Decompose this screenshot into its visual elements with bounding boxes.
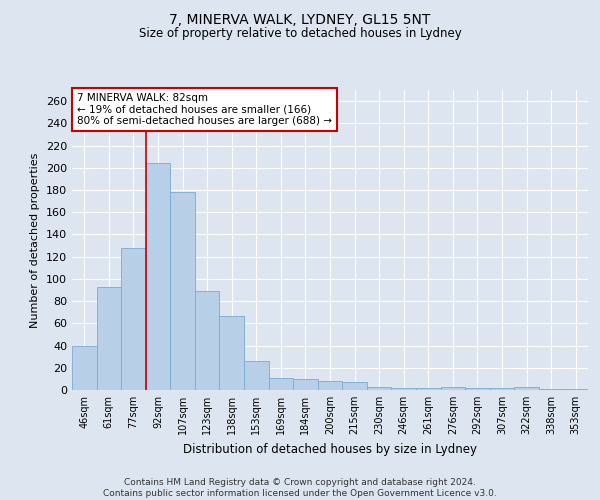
- Text: Size of property relative to detached houses in Lydney: Size of property relative to detached ho…: [139, 28, 461, 40]
- Bar: [195, 291, 220, 390]
- Bar: [72, 346, 97, 390]
- Bar: [416, 388, 440, 390]
- X-axis label: Distribution of detached houses by size in Lydney: Distribution of detached houses by size …: [183, 442, 477, 456]
- Bar: [97, 286, 121, 390]
- Bar: [342, 382, 367, 390]
- Bar: [563, 389, 588, 390]
- Bar: [539, 389, 563, 390]
- Bar: [146, 164, 170, 390]
- Text: 7 MINERVA WALK: 82sqm
← 19% of detached houses are smaller (166)
80% of semi-det: 7 MINERVA WALK: 82sqm ← 19% of detached …: [77, 93, 332, 126]
- Bar: [244, 361, 269, 390]
- Bar: [391, 388, 416, 390]
- Bar: [220, 316, 244, 390]
- Bar: [465, 388, 490, 390]
- Text: 7, MINERVA WALK, LYDNEY, GL15 5NT: 7, MINERVA WALK, LYDNEY, GL15 5NT: [169, 12, 431, 26]
- Bar: [367, 386, 391, 390]
- Text: Contains HM Land Registry data © Crown copyright and database right 2024.
Contai: Contains HM Land Registry data © Crown c…: [103, 478, 497, 498]
- Bar: [293, 379, 318, 390]
- Bar: [170, 192, 195, 390]
- Bar: [269, 378, 293, 390]
- Bar: [318, 381, 342, 390]
- Bar: [514, 386, 539, 390]
- Bar: [121, 248, 146, 390]
- Y-axis label: Number of detached properties: Number of detached properties: [31, 152, 40, 328]
- Bar: [490, 388, 514, 390]
- Bar: [440, 386, 465, 390]
